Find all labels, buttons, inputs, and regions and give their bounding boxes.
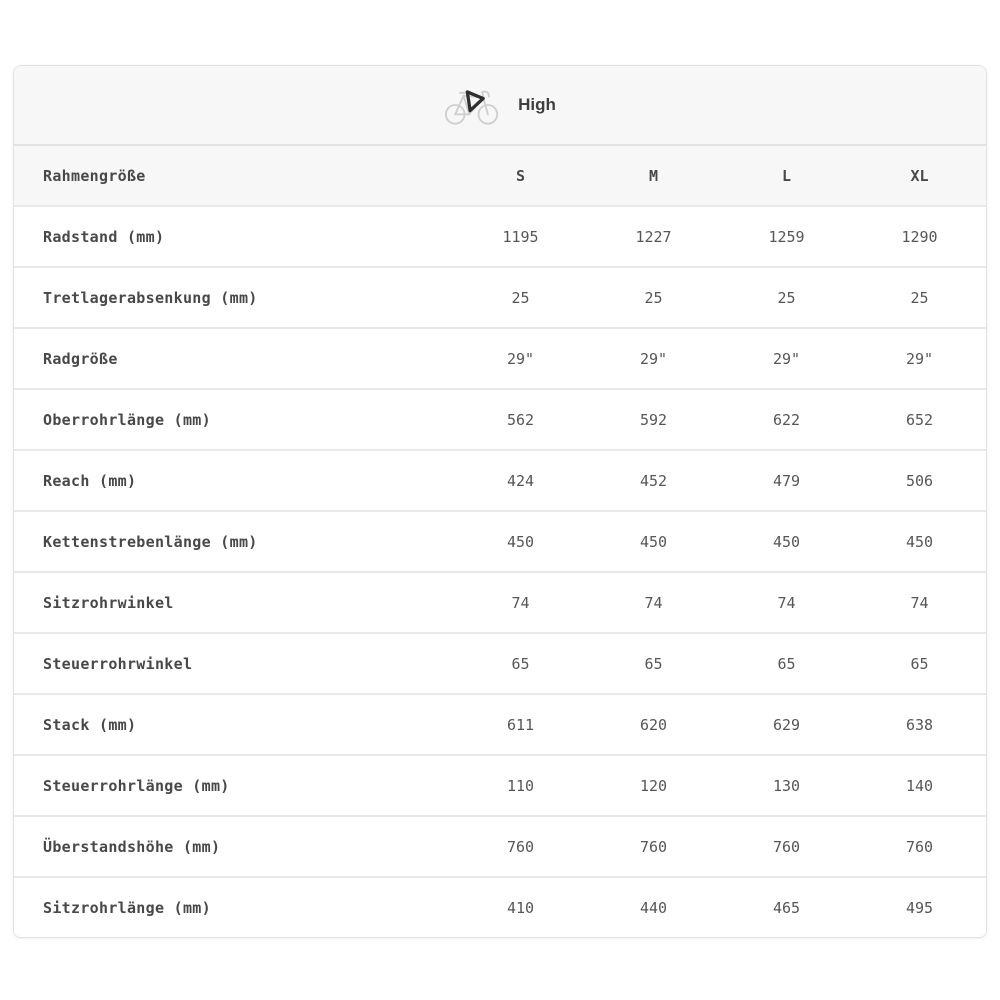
table-row: Radgröße 29" 29" 29" 29"	[14, 327, 986, 388]
row-value: 29"	[772, 349, 801, 368]
table-row: Steuerrohrwinkel 65 65 65 65	[14, 632, 986, 693]
row-value: 110	[506, 776, 535, 795]
row-value: 424	[506, 471, 535, 490]
row-value: 74	[644, 593, 663, 612]
row-value: 652	[905, 410, 934, 429]
row-label: Radgröße	[43, 349, 118, 368]
column-header-s: S	[515, 166, 526, 185]
row-value: 1195	[502, 227, 539, 246]
row-label: Kettenstrebenlänge (mm)	[43, 532, 258, 551]
table-row: Steuerrohrlänge (mm) 110 120 130 140	[14, 754, 986, 815]
column-header-l: L	[781, 166, 792, 185]
row-value: 130	[772, 776, 801, 795]
row-label: Steuerrohrwinkel	[43, 654, 193, 673]
row-value: 25	[644, 288, 663, 307]
row-value: 760	[772, 837, 801, 856]
row-value: 465	[772, 898, 801, 917]
row-value: 74	[910, 593, 929, 612]
row-value: 479	[772, 471, 801, 490]
row-value: 74	[777, 593, 796, 612]
row-value: 638	[905, 715, 934, 734]
size-header-row: Rahmengröße S M L XL	[14, 144, 986, 205]
row-value: 760	[639, 837, 668, 856]
table-header: High	[14, 66, 986, 144]
table-row: Tretlagerabsenkung (mm) 25 25 25 25	[14, 266, 986, 327]
row-value: 65	[777, 654, 796, 673]
row-value: 450	[772, 532, 801, 551]
table-row: Sitzrohrlänge (mm) 410 440 465 495	[14, 876, 986, 937]
row-value: 760	[905, 837, 934, 856]
row-value: 29"	[639, 349, 668, 368]
row-value: 1259	[768, 227, 805, 246]
row-value: 622	[772, 410, 801, 429]
row-value: 65	[910, 654, 929, 673]
table-row: Kettenstrebenlänge (mm) 450 450 450 450	[14, 510, 986, 571]
row-label: Radstand (mm)	[43, 227, 165, 246]
row-value: 1290	[901, 227, 938, 246]
table-title: High	[518, 95, 556, 114]
row-value: 25	[910, 288, 929, 307]
row-value: 452	[639, 471, 668, 490]
row-value: 450	[639, 532, 668, 551]
table-row: Reach (mm) 424 452 479 506	[14, 449, 986, 510]
row-label: Tretlagerabsenkung (mm)	[43, 288, 258, 307]
row-label: Steuerrohrlänge (mm)	[43, 776, 230, 795]
geometry-table-card: High Rahmengröße S M L XL Radstand (mm) 1195…	[13, 65, 987, 938]
row-label: Stack (mm)	[43, 715, 137, 734]
row-value: 611	[506, 715, 535, 734]
row-value: 562	[506, 410, 535, 429]
row-value: 65	[644, 654, 663, 673]
row-value: 25	[511, 288, 530, 307]
row-value: 629	[772, 715, 801, 734]
row-value: 450	[506, 532, 535, 551]
row-value: 760	[506, 837, 535, 856]
row-value: 410	[506, 898, 535, 917]
row-value: 25	[777, 288, 796, 307]
row-value: 1227	[635, 227, 672, 246]
row-value: 620	[639, 715, 668, 734]
row-value: 120	[639, 776, 668, 795]
row-value: 74	[511, 593, 530, 612]
row-label: Sitzrohrlänge (mm)	[43, 898, 211, 917]
table-row: Stack (mm) 611 620 629 638	[14, 693, 986, 754]
row-value: 29"	[506, 349, 535, 368]
table-body: Radstand (mm) 1195 1227 1259 1290 Tretlagerab…	[14, 205, 986, 937]
table-row: Überstandshöhe (mm) 760 760 760 760	[14, 815, 986, 876]
table-row: Sitzrohrwinkel 74 74 74 74	[14, 571, 986, 632]
row-value: 29"	[905, 349, 934, 368]
row-label: Überstandshöhe (mm)	[43, 837, 221, 856]
row-value: 506	[905, 471, 934, 490]
row-value: 450	[905, 532, 934, 551]
row-label: Sitzrohrwinkel	[43, 593, 174, 612]
size-header-label: Rahmengröße	[43, 166, 146, 185]
row-value: 140	[905, 776, 934, 795]
bicycle-icon	[444, 83, 500, 127]
column-header-xl: XL	[910, 166, 929, 185]
row-label: Oberrohrlänge (mm)	[43, 410, 211, 429]
row-value: 440	[639, 898, 668, 917]
column-header-m: M	[648, 166, 659, 185]
table-row: Radstand (mm) 1195 1227 1259 1290	[14, 205, 986, 266]
row-value: 495	[905, 898, 934, 917]
table-row: Oberrohrlänge (mm) 562 592 622 652	[14, 388, 986, 449]
row-label: Reach (mm)	[43, 471, 137, 490]
row-value: 592	[639, 410, 668, 429]
row-value: 65	[511, 654, 530, 673]
